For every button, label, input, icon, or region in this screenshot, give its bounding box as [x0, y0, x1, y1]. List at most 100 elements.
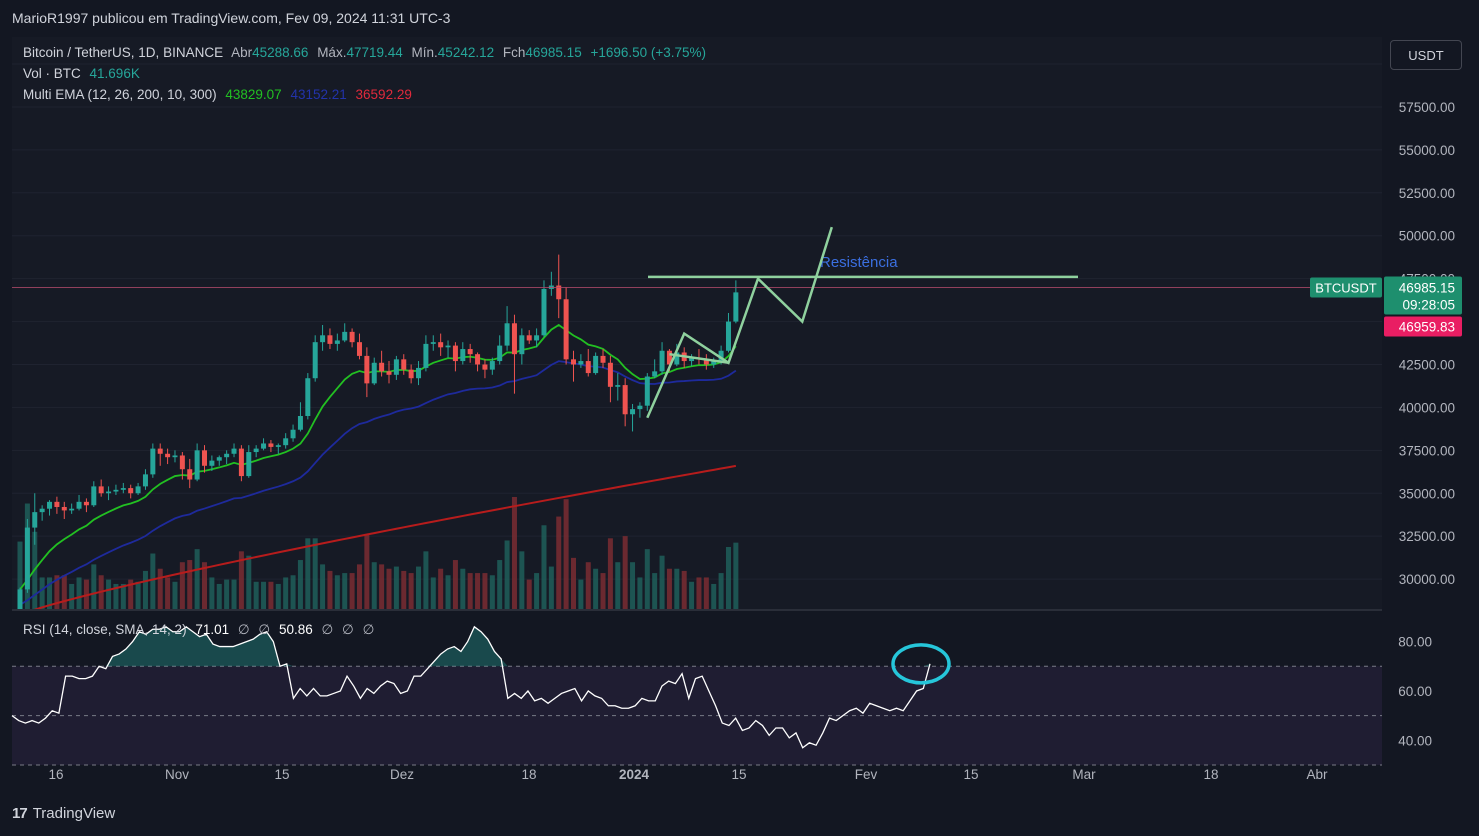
candle	[526, 330, 532, 344]
candle	[216, 455, 222, 466]
candle-body	[630, 409, 636, 415]
candle	[578, 354, 584, 368]
rsi-tick-label: 80.00	[1398, 635, 1432, 650]
time-tick-label: 2024	[619, 767, 650, 782]
candle	[563, 287, 569, 365]
rsi-tick-label: 40.00	[1398, 733, 1432, 748]
volume-bar	[157, 568, 163, 609]
volume-bar	[283, 577, 289, 609]
volume-bar	[69, 583, 75, 609]
volume-bar	[607, 538, 613, 609]
volume-bar	[39, 577, 45, 609]
candle	[275, 443, 281, 454]
candle-body	[24, 527, 30, 590]
volume-bar	[423, 551, 429, 609]
volume-bar	[585, 562, 591, 609]
candle	[61, 501, 67, 520]
change-value: +1696.50 (+3.75%)	[590, 45, 707, 60]
volume-bar	[674, 568, 680, 609]
legend-volume-row: Vol · BTC 41.696K	[23, 66, 145, 81]
candle	[511, 314, 517, 394]
candle	[504, 306, 510, 351]
candle	[497, 335, 503, 365]
candle-body	[209, 460, 215, 466]
candle-body	[497, 345, 503, 362]
candle-body	[571, 359, 576, 365]
volume-bar	[327, 570, 333, 609]
candle-body	[430, 342, 436, 344]
rsi-label[interactable]: RSI (14, close, SMA, 14, 2)	[23, 622, 187, 637]
candle-body	[106, 491, 112, 494]
volume-bar	[290, 575, 296, 609]
candle	[194, 443, 200, 482]
candle-body	[135, 486, 141, 494]
price-tag: 46985.15	[1399, 280, 1455, 295]
chart-panel[interactable]	[12, 37, 1382, 610]
grid-layer	[12, 63, 1382, 580]
candle-body	[460, 349, 466, 362]
candle-body	[622, 385, 628, 415]
volume-bar	[194, 549, 200, 609]
price-tick-label: 35000.00	[1399, 486, 1455, 501]
volume-bar	[548, 566, 554, 609]
candle-body	[327, 335, 333, 344]
candle	[142, 469, 148, 490]
volume-bar	[17, 541, 23, 609]
currency-button[interactable]: USDT	[1390, 40, 1462, 70]
price-tags: BTCUSDT 46985.15 09:28:05 46959.83	[1310, 276, 1462, 337]
volume-bar	[733, 542, 739, 609]
candle	[585, 349, 591, 377]
candle-body	[607, 362, 613, 387]
candle	[209, 455, 215, 471]
candles	[17, 254, 739, 632]
candle-body	[305, 378, 311, 416]
symbol-name[interactable]: Bitcoin / TetherUS, 1D, BINANCE	[23, 45, 224, 60]
candle-body	[268, 443, 274, 447]
candle-body	[408, 369, 414, 379]
candle-body	[644, 376, 650, 406]
projection-path	[646, 226, 833, 419]
volume-bar	[482, 573, 488, 609]
candle	[423, 335, 429, 372]
ema-label[interactable]: Multi EMA (12, 26, 200, 10, 300)	[23, 87, 217, 102]
candle-body	[275, 445, 281, 447]
rsi-na-5: ∅	[362, 622, 375, 637]
candle	[261, 438, 267, 451]
candle-body	[733, 292, 739, 322]
candle-body	[128, 488, 134, 494]
tradingview-logo[interactable]: 17 TradingView	[12, 805, 115, 822]
candle	[32, 493, 38, 545]
volume-bar	[659, 555, 665, 609]
candle	[467, 343, 473, 363]
volume-bar	[475, 573, 481, 609]
candle-body	[504, 323, 510, 346]
price-tick-label: 57500.00	[1399, 100, 1455, 115]
candle	[113, 484, 119, 495]
ema-fast-line	[19, 323, 737, 590]
candle	[297, 402, 303, 432]
candle-body	[578, 361, 584, 365]
volume-bar	[511, 497, 517, 609]
volume-bar	[438, 568, 444, 609]
candle	[172, 450, 178, 463]
candle-body	[519, 335, 525, 355]
candle	[334, 333, 340, 351]
candle-body	[231, 448, 237, 454]
volume-label[interactable]: Vol · BTC	[23, 66, 81, 81]
candle	[91, 481, 97, 507]
candle	[356, 333, 362, 360]
candle	[416, 361, 422, 386]
volume-bar	[497, 560, 503, 609]
volume-bar	[630, 562, 636, 609]
rsi-pane: 40.00 60.00 80.00	[11, 609, 1432, 766]
candle	[135, 482, 141, 495]
rsi-highlight-circle	[891, 643, 951, 685]
candle-body	[61, 506, 67, 511]
candle-body	[659, 350, 665, 372]
volume-bar	[47, 577, 53, 609]
candle	[327, 328, 333, 350]
open-label: Abr	[231, 45, 253, 60]
candle	[69, 503, 75, 514]
close-value: 46985.15	[525, 45, 582, 60]
